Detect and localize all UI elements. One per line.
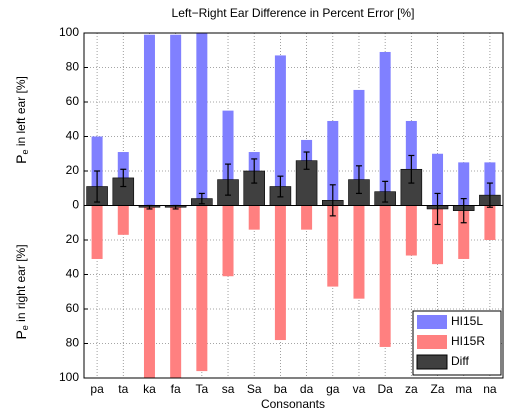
y-tick-label: 40 xyxy=(66,267,80,281)
bar xyxy=(353,205,365,299)
error-bar xyxy=(460,198,467,224)
y-tick-label: 100 xyxy=(59,25,79,39)
bar xyxy=(196,205,208,372)
error-bar xyxy=(486,182,493,208)
y-label-text: in right ear [%] xyxy=(14,244,28,325)
legend-label: HI15L xyxy=(451,314,483,328)
y-axis-label: Pe in right ear [%] xyxy=(13,244,31,339)
x-tick-label: na xyxy=(483,382,497,396)
x-tick-label: pa xyxy=(90,382,104,396)
bar xyxy=(327,120,339,206)
error-bar xyxy=(329,184,336,217)
bar xyxy=(170,34,182,206)
bar xyxy=(196,33,208,206)
y-tick-label: 20 xyxy=(66,232,80,246)
bar xyxy=(432,205,444,265)
x-tick-label: Da xyxy=(377,382,393,396)
bar xyxy=(143,205,155,378)
x-tick-label: Za xyxy=(431,382,445,396)
error-bar xyxy=(251,158,258,184)
legend-label: Diff xyxy=(451,354,469,368)
error-bar xyxy=(94,170,101,203)
bar xyxy=(117,205,129,235)
bar xyxy=(248,205,260,230)
bar xyxy=(222,110,234,206)
error-bar xyxy=(198,192,205,205)
error-bar xyxy=(225,163,232,196)
y-tick-label: 60 xyxy=(66,94,80,108)
legend-label: HI15R xyxy=(451,334,485,348)
bar xyxy=(143,34,155,206)
x-tick-label: Ta xyxy=(196,382,209,396)
plot-frame xyxy=(83,32,504,379)
x-tick-label: ta xyxy=(118,382,128,396)
error-bar xyxy=(434,192,441,226)
y-label-symbol: P xyxy=(13,330,29,339)
x-tick-label: Sa xyxy=(247,382,262,396)
x-tick-label: va xyxy=(353,382,366,396)
y-tick-label: 20 xyxy=(66,163,80,177)
x-axis-label: Consonants xyxy=(261,397,325,411)
chart-title: Left−Right Ear Difference in Percent Err… xyxy=(172,6,415,20)
y-label-text: in left ear [%] xyxy=(14,76,28,149)
bar xyxy=(353,89,365,206)
bar xyxy=(274,205,286,341)
bar xyxy=(458,162,470,206)
bar xyxy=(301,205,313,230)
bar xyxy=(432,153,444,206)
bar xyxy=(484,205,496,240)
y-label-subscript: e xyxy=(20,325,30,330)
bar xyxy=(327,205,339,287)
y-tick-label: 80 xyxy=(66,336,80,350)
error-bar xyxy=(355,165,362,195)
x-tick-label: za xyxy=(405,382,418,396)
legend-swatch xyxy=(417,315,447,329)
x-tick-label: da xyxy=(300,382,314,396)
y-tick-label: 40 xyxy=(66,129,80,143)
y-tick-label: 0 xyxy=(72,198,79,212)
error-bar xyxy=(382,180,389,203)
y-tick-label: 100 xyxy=(59,370,79,384)
x-tick-label: fa xyxy=(171,382,181,396)
legend-swatch xyxy=(416,354,448,370)
bar xyxy=(222,205,234,277)
error-bar xyxy=(277,175,284,198)
y-tick-label: 60 xyxy=(66,301,80,315)
y-label-subscript: e xyxy=(20,150,30,155)
bar xyxy=(170,205,182,378)
bar xyxy=(379,51,391,206)
x-tick-label: ga xyxy=(326,382,340,396)
x-tick-label: ma xyxy=(455,382,472,396)
bar xyxy=(379,205,391,347)
x-tick-label: sa xyxy=(222,382,235,396)
error-bar xyxy=(120,168,127,188)
y-tick-label: 80 xyxy=(66,60,80,74)
error-bar xyxy=(408,154,415,184)
y-axis-label: Pe in left ear [%] xyxy=(13,76,31,164)
legend-swatch xyxy=(417,335,447,349)
bar xyxy=(458,205,470,259)
bar xyxy=(405,205,417,256)
x-tick-label: ka xyxy=(143,382,156,396)
bar xyxy=(274,55,286,206)
x-tick-label: ba xyxy=(274,382,288,396)
y-label-symbol: P xyxy=(13,155,29,164)
bar xyxy=(91,205,103,259)
error-bar xyxy=(303,151,310,170)
